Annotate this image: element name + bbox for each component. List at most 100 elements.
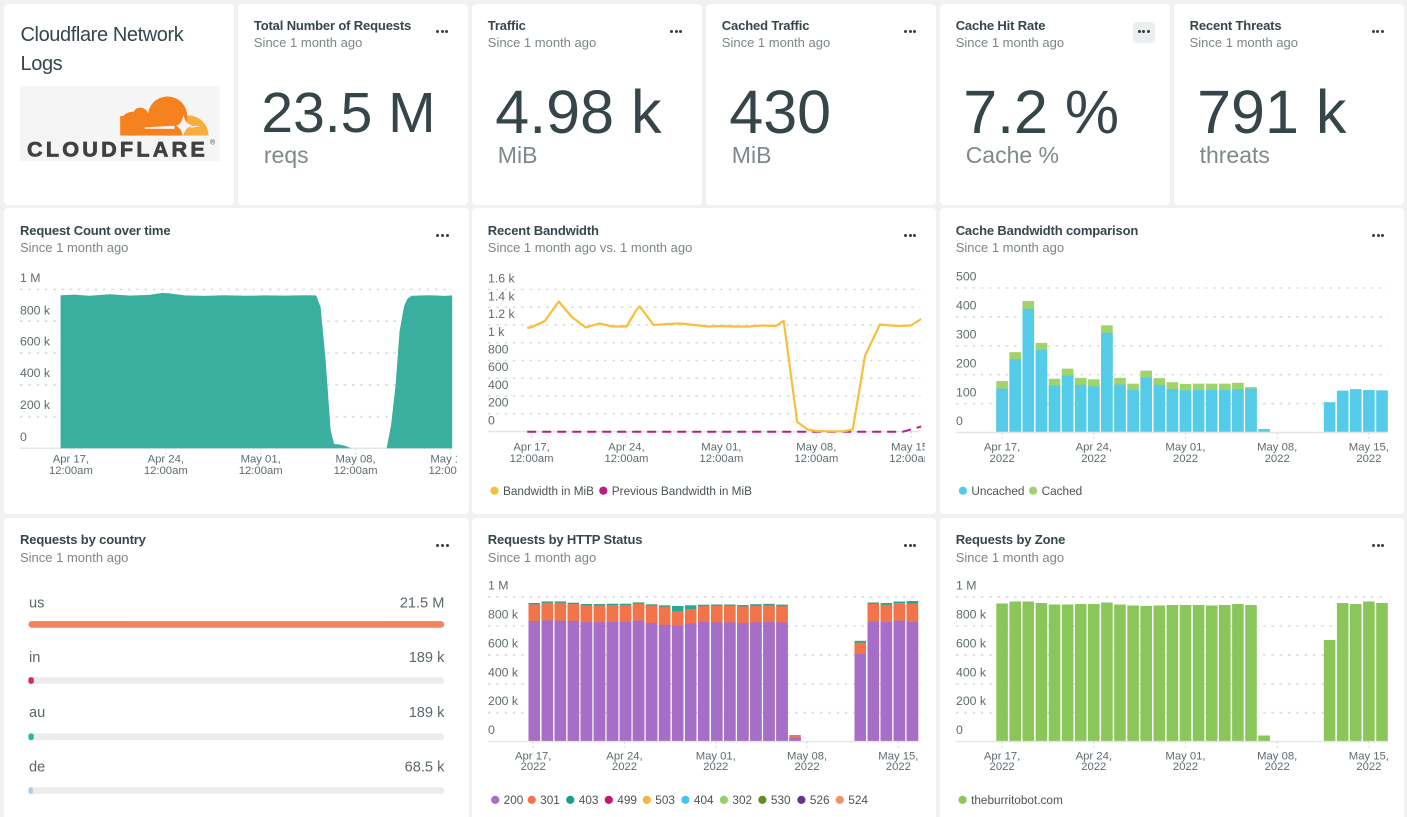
svg-text:12:00am: 12:00am	[49, 465, 93, 477]
svg-text:100: 100	[956, 385, 977, 399]
svg-text:12:00am: 12:00am	[605, 453, 649, 465]
svg-text:Apr 17,: Apr 17,	[984, 441, 1020, 453]
svg-text:1.2 k: 1.2 k	[488, 307, 515, 321]
svg-text:1 k: 1 k	[488, 325, 505, 339]
svg-text:600: 600	[488, 360, 509, 374]
svg-text:May 08,: May 08,	[796, 441, 836, 453]
svg-text:2022: 2022	[795, 761, 820, 773]
svg-text:2022: 2022	[1173, 761, 1198, 773]
svg-text:200 k: 200 k	[20, 398, 51, 412]
svg-text:400: 400	[956, 299, 977, 313]
svg-text:May 08,: May 08,	[1257, 441, 1297, 453]
svg-text:12:00am: 12:00am	[429, 465, 457, 477]
svg-text:2022: 2022	[521, 761, 546, 773]
svg-text:Previous Bandwidth in MiB: Previous Bandwidth in MiB	[612, 485, 752, 498]
svg-text:400: 400	[488, 378, 509, 392]
svg-text:2022: 2022	[1356, 761, 1381, 773]
svg-text:Bandwidth in MiB: Bandwidth in MiB	[503, 485, 594, 498]
svg-text:200: 200	[956, 356, 977, 370]
svg-text:Apr 17,: Apr 17,	[984, 751, 1020, 763]
svg-text:12:00am: 12:00am	[889, 453, 924, 465]
svg-text:0: 0	[956, 723, 963, 737]
svg-text:Apr 17,: Apr 17,	[514, 441, 550, 453]
svg-text:800 k: 800 k	[956, 608, 987, 622]
svg-text:2022: 2022	[1081, 761, 1106, 773]
svg-text:503: 503	[655, 794, 675, 807]
svg-text:12:00am: 12:00am	[334, 465, 378, 477]
svg-text:us: us	[29, 595, 44, 611]
svg-text:200 k: 200 k	[488, 694, 519, 708]
svg-text:May 01,: May 01,	[1165, 751, 1205, 763]
svg-text:0: 0	[20, 430, 27, 444]
svg-text:530: 530	[771, 794, 791, 807]
svg-text:Apr 17,: Apr 17,	[515, 751, 551, 763]
svg-text:499: 499	[617, 794, 637, 807]
svg-text:May 01,: May 01,	[241, 454, 281, 466]
svg-text:500: 500	[956, 270, 977, 284]
svg-text:2022: 2022	[1356, 453, 1381, 465]
svg-text:0: 0	[488, 413, 495, 427]
svg-text:200: 200	[504, 794, 524, 807]
svg-text:1 M: 1 M	[956, 579, 976, 593]
svg-text:1 M: 1 M	[488, 579, 508, 593]
svg-text:Apr 17,: Apr 17,	[53, 454, 89, 466]
svg-text:May 08,: May 08,	[1257, 751, 1297, 763]
svg-text:68.5 k: 68.5 k	[405, 760, 445, 776]
svg-text:300: 300	[956, 328, 977, 342]
svg-text:May 01,: May 01,	[702, 441, 742, 453]
svg-text:400 k: 400 k	[956, 665, 987, 679]
svg-text:®: ®	[210, 138, 216, 146]
svg-text:2022: 2022	[1265, 761, 1290, 773]
svg-text:May 01,: May 01,	[696, 751, 736, 763]
svg-text:1.6 k: 1.6 k	[488, 272, 515, 286]
svg-text:May 15,: May 15,	[1349, 751, 1389, 763]
svg-text:au: au	[29, 705, 45, 721]
svg-text:189 k: 189 k	[409, 705, 445, 721]
svg-text:Apr 24,: Apr 24,	[148, 454, 184, 466]
svg-text:200: 200	[488, 396, 509, 410]
svg-text:theburritobot.com: theburritobot.com	[971, 794, 1063, 807]
svg-text:600 k: 600 k	[20, 335, 51, 349]
svg-text:800 k: 800 k	[20, 304, 51, 318]
svg-text:Apr 24,: Apr 24,	[608, 441, 644, 453]
svg-text:May 15,: May 15,	[891, 441, 924, 453]
svg-text:400 k: 400 k	[20, 366, 51, 380]
svg-text:Apr 24,: Apr 24,	[1076, 441, 1112, 453]
svg-text:12:00am: 12:00am	[510, 453, 554, 465]
svg-text:May 08,: May 08,	[787, 751, 827, 763]
svg-text:de: de	[29, 760, 45, 776]
svg-text:Apr 24,: Apr 24,	[606, 751, 642, 763]
svg-text:May 15,: May 15,	[879, 751, 919, 763]
svg-text:May 08,: May 08,	[336, 454, 376, 466]
svg-text:in: in	[29, 650, 40, 666]
svg-text:12:00am: 12:00am	[700, 453, 744, 465]
svg-text:12:00am: 12:00am	[239, 465, 283, 477]
svg-text:21.5 M: 21.5 M	[400, 595, 445, 611]
svg-text:Apr 24,: Apr 24,	[1076, 751, 1112, 763]
svg-text:526: 526	[810, 794, 830, 807]
svg-text:2022: 2022	[1265, 453, 1290, 465]
svg-text:0: 0	[488, 723, 495, 737]
svg-text:2022: 2022	[612, 761, 637, 773]
svg-text:2022: 2022	[989, 453, 1014, 465]
svg-text:1 M: 1 M	[20, 271, 40, 285]
svg-text:1.4 k: 1.4 k	[488, 289, 515, 303]
svg-text:Uncached: Uncached	[971, 485, 1024, 498]
svg-text:2022: 2022	[989, 761, 1014, 773]
svg-text:2022: 2022	[886, 761, 911, 773]
svg-text:524: 524	[848, 794, 868, 807]
svg-text:400 k: 400 k	[488, 665, 519, 679]
svg-text:600 k: 600 k	[956, 637, 987, 651]
svg-text:2022: 2022	[1173, 453, 1198, 465]
svg-text:302: 302	[733, 794, 753, 807]
svg-text:2022: 2022	[1081, 453, 1106, 465]
svg-text:0: 0	[956, 414, 963, 428]
svg-text:CLOUDFLARE: CLOUDFLARE	[27, 138, 208, 161]
svg-text:800: 800	[488, 343, 509, 357]
svg-text:403: 403	[579, 794, 599, 807]
svg-text:800 k: 800 k	[488, 608, 519, 622]
svg-text:600 k: 600 k	[488, 637, 519, 651]
svg-text:2022: 2022	[703, 761, 728, 773]
svg-text:200 k: 200 k	[956, 694, 987, 708]
svg-text:12:00am: 12:00am	[795, 453, 839, 465]
